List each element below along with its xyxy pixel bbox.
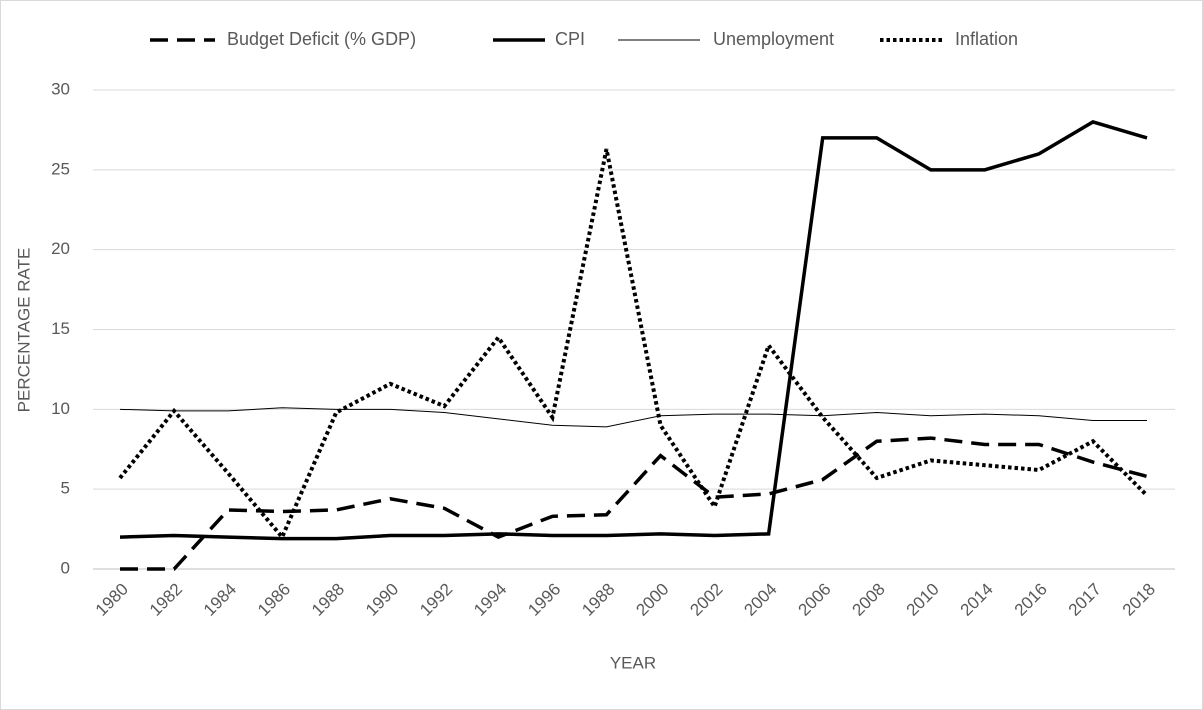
y-tick-label: 10 bbox=[51, 399, 70, 418]
series-line bbox=[120, 436, 1148, 571]
series-line bbox=[119, 407, 1147, 428]
y-tick-label: 0 bbox=[61, 558, 70, 577]
y-tick-label: 20 bbox=[51, 239, 70, 258]
legend-label: Inflation bbox=[955, 29, 1018, 49]
legend-label: CPI bbox=[555, 29, 585, 49]
series-line bbox=[118, 148, 1149, 541]
y-axis-label: PERCENTAGE RATE bbox=[14, 248, 33, 413]
y-tick-label: 15 bbox=[51, 319, 70, 338]
x-axis-label: YEAR bbox=[610, 653, 656, 672]
y-tick-label: 5 bbox=[61, 479, 70, 498]
y-tick-label: 25 bbox=[51, 159, 70, 178]
legend-label: Unemployment bbox=[713, 29, 834, 49]
y-tick-label: 30 bbox=[51, 79, 70, 98]
series-line bbox=[119, 120, 1148, 541]
legend-label: Budget Deficit (% GDP) bbox=[227, 29, 416, 49]
